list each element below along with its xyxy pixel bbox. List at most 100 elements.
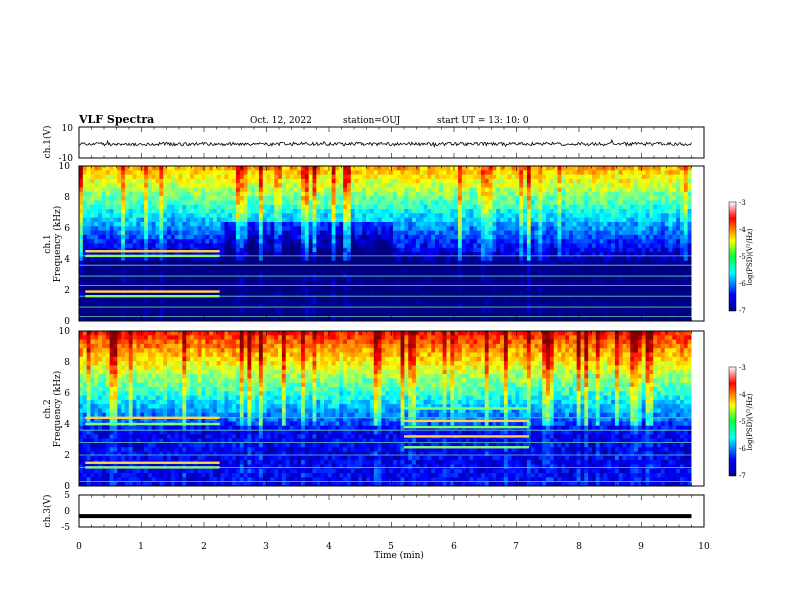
spectrogram-cell bbox=[346, 265, 352, 270]
spectrogram-cell bbox=[488, 166, 493, 171]
spectrogram-cell bbox=[457, 295, 463, 300]
spectrogram-cell bbox=[611, 234, 616, 240]
spectrogram-cell bbox=[473, 230, 478, 236]
spectrogram-cell bbox=[611, 191, 616, 197]
spectrogram-cell bbox=[614, 230, 620, 236]
spectrogram-cell bbox=[216, 282, 222, 287]
spectrogram-cell bbox=[480, 252, 486, 257]
spectrogram-cell bbox=[170, 234, 176, 240]
spectrogram-cell bbox=[591, 187, 597, 193]
spectrogram-cell bbox=[255, 265, 260, 270]
spectrogram-cell bbox=[170, 299, 176, 305]
spectrogram-cell bbox=[132, 286, 137, 292]
spectrogram-cell bbox=[350, 221, 356, 227]
spectrogram-cell bbox=[316, 295, 321, 300]
spectrogram-cell bbox=[427, 282, 432, 287]
spectrogram-cell bbox=[354, 282, 359, 287]
spectrogram-cell bbox=[182, 196, 187, 201]
spectrogram-cell bbox=[500, 209, 505, 214]
spectrogram-cell bbox=[101, 256, 107, 262]
spectrogram-cell bbox=[569, 183, 574, 188]
spectrogram-cell bbox=[159, 204, 164, 210]
spectrogram-cell bbox=[549, 277, 555, 283]
spectrogram-cell bbox=[258, 239, 264, 244]
spectrogram-cell bbox=[614, 260, 620, 266]
spectrogram-cell bbox=[369, 247, 375, 253]
spectrogram-cell bbox=[136, 226, 141, 231]
spectrogram-cell bbox=[549, 178, 555, 184]
spectrogram-cell bbox=[232, 166, 237, 171]
spectrogram-cell bbox=[205, 239, 210, 244]
spectrogram-cell bbox=[335, 252, 340, 257]
spectrogram-cell bbox=[515, 256, 520, 262]
spectrogram-cell bbox=[614, 265, 620, 270]
spectrogram-cell bbox=[649, 221, 654, 227]
spectrogram-cell bbox=[438, 178, 444, 184]
spectrogram-cell bbox=[155, 178, 160, 184]
spectrogram-cell bbox=[178, 209, 183, 214]
spectrogram-cell bbox=[354, 265, 359, 270]
spectrogram-cell bbox=[301, 252, 306, 257]
spectrogram-cell bbox=[530, 217, 535, 223]
spectrogram-cell bbox=[546, 187, 551, 193]
spectrogram-cell bbox=[611, 196, 616, 201]
spectrogram-cell bbox=[408, 170, 413, 176]
spectrogram-cell bbox=[373, 178, 378, 184]
spectrogram-cell bbox=[450, 191, 455, 197]
spectrogram-cell bbox=[239, 187, 245, 193]
spectrogram-cell bbox=[584, 239, 589, 244]
spectrogram-cell bbox=[262, 247, 267, 253]
spectrogram-cell bbox=[599, 217, 604, 223]
spectrogram-cell bbox=[350, 265, 356, 270]
spectrogram-cell bbox=[186, 260, 191, 266]
spectrogram-cell bbox=[278, 282, 283, 287]
spectrogram-cell bbox=[182, 191, 187, 197]
spectrogram-cell bbox=[247, 183, 252, 188]
spectrogram-cell bbox=[649, 174, 654, 180]
spectrogram-cell bbox=[124, 299, 130, 305]
spectrogram-cell bbox=[680, 290, 685, 296]
spectrogram-cell bbox=[588, 286, 593, 292]
spectrogram-cell bbox=[289, 204, 294, 210]
spectrogram-cell bbox=[569, 234, 574, 240]
spectrogram-cell bbox=[469, 286, 474, 292]
spectrogram-cell bbox=[435, 252, 440, 257]
spectrogram-cell bbox=[389, 178, 394, 184]
spectrogram-cell bbox=[676, 290, 681, 296]
spectrogram-cell bbox=[676, 187, 681, 193]
spectrogram-cell bbox=[366, 174, 371, 180]
spectrogram-cell bbox=[561, 196, 566, 201]
spectrogram-cell bbox=[450, 286, 455, 292]
spectrogram-cell bbox=[98, 226, 103, 231]
spectrogram-cell bbox=[346, 170, 352, 176]
spectrogram-cell bbox=[362, 226, 367, 231]
spectrogram-cell bbox=[79, 299, 84, 305]
spectrogram-cell bbox=[488, 282, 493, 287]
spectrogram-cell bbox=[618, 170, 623, 176]
spectrogram-cell bbox=[580, 166, 585, 171]
spectrogram-cell bbox=[163, 209, 168, 214]
spectrogram-cell bbox=[79, 221, 84, 227]
spectrogram-cell bbox=[301, 174, 306, 180]
spectrogram-cell bbox=[465, 196, 470, 201]
spectrogram-cell bbox=[281, 221, 287, 227]
spectrogram-cell bbox=[201, 183, 206, 188]
spectrogram-cell bbox=[308, 239, 313, 244]
spectrogram-cell bbox=[415, 213, 421, 219]
spectrogram-cell bbox=[289, 226, 294, 231]
spectrogram-cell bbox=[676, 226, 681, 231]
spectrogram-cell bbox=[442, 239, 447, 244]
spectrogram-cell bbox=[151, 221, 156, 227]
spectrogram-cell bbox=[668, 196, 673, 201]
spectrogram-cell bbox=[343, 183, 348, 188]
spectrogram-cell bbox=[190, 209, 195, 214]
spectrogram-cell bbox=[289, 217, 294, 223]
spectrogram-cell bbox=[511, 234, 516, 240]
spectrogram-cell bbox=[565, 183, 570, 188]
spectrogram-cell bbox=[442, 178, 447, 184]
spectrogram-cell bbox=[301, 260, 306, 266]
spectrogram-cell bbox=[419, 209, 424, 214]
spectrogram-cell bbox=[546, 269, 551, 275]
spectrogram-cell bbox=[293, 239, 298, 244]
spectrogram-cell bbox=[538, 269, 543, 275]
